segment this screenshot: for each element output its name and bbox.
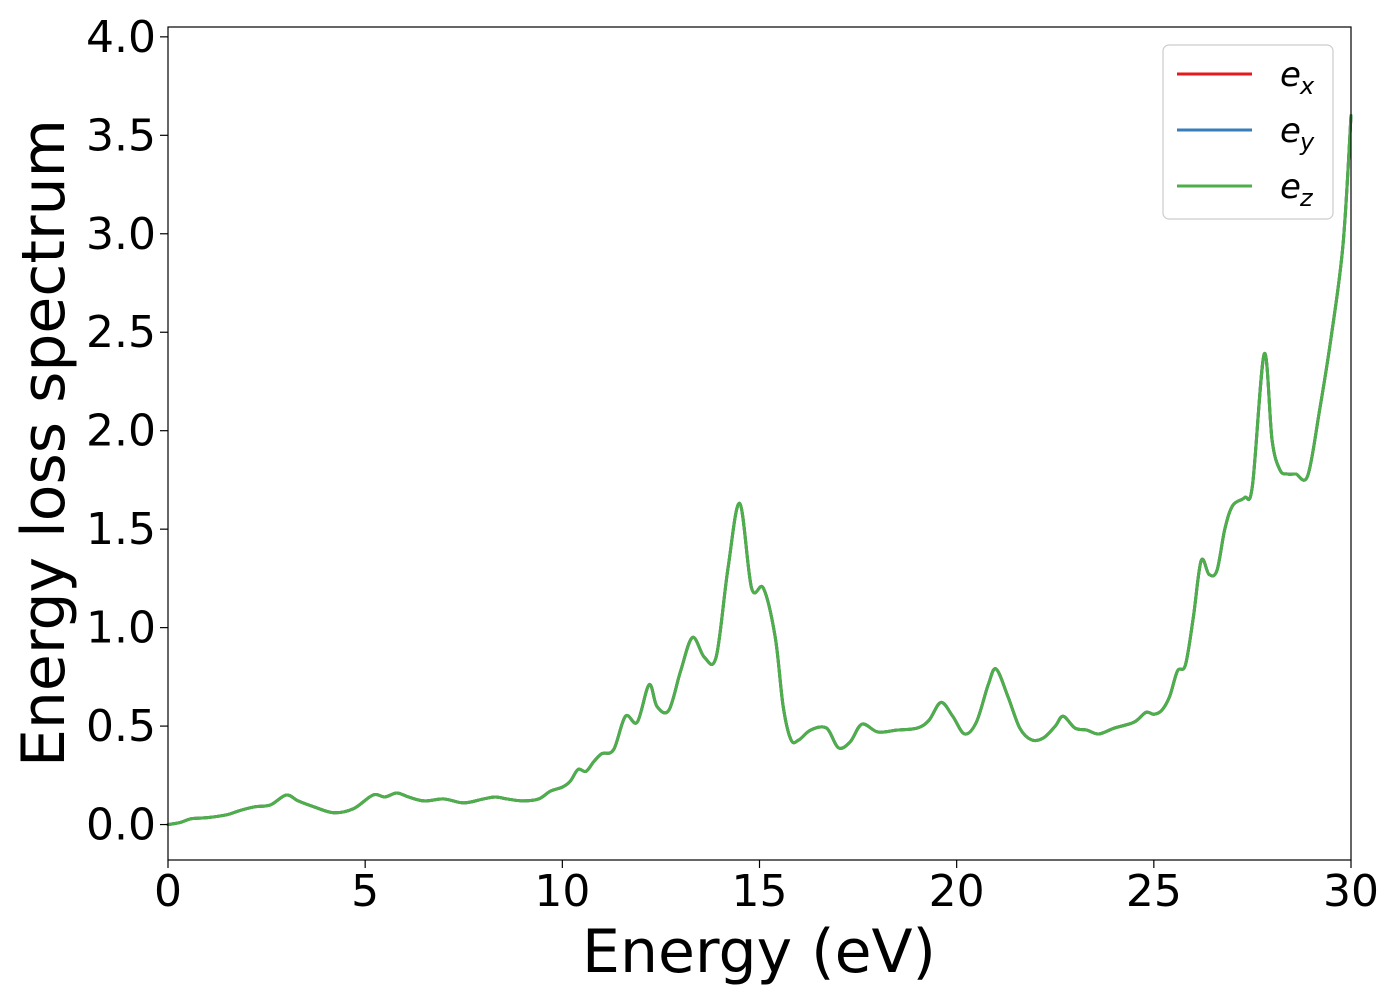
y-tick-label: 1.0 [86,603,156,654]
x-tick-label: 15 [732,866,788,917]
legend-label-subscript: y [1299,128,1315,156]
series-layer [166,114,1353,827]
axes-layer: 0 5 10 15 20 25 30 0.0 0.5 1.0 1.5 2.0 2.5 3.0 3.5 4.0 [86,12,1379,917]
y-axis-label: Energy loss spectrum [9,119,79,767]
x-tick-label: 25 [1126,866,1182,917]
x-axis-label: Energy (eV) [582,917,936,987]
x-tick-label: 30 [1323,866,1379,917]
y-tick-label: 3.0 [86,209,156,260]
legend-label-base: e [1280,111,1301,151]
x-tick-label: 10 [534,866,590,917]
series-line-ez [166,114,1353,827]
y-tick-label: 0.5 [86,701,156,752]
legend-label-subscript: z [1299,184,1314,212]
legend-label-subscript: x [1299,72,1315,100]
legend-label-base: e [1280,167,1301,207]
y-tick-label: 0.0 [86,800,156,851]
y-tick-label: 2.0 [86,406,156,457]
y-tick-label: 1.5 [86,504,156,555]
legend: e xe ye z [1162,44,1334,220]
y-tick-label: 2.5 [86,307,156,358]
y-tick-label: 3.5 [86,110,156,161]
y-tick-label: 4.0 [86,12,156,63]
plot-frame [167,26,1352,861]
x-tick-label: 20 [929,866,985,917]
x-tick-label: 5 [351,866,379,917]
plot-background [168,27,1351,860]
x-tick-label: 0 [154,866,182,917]
legend-box [1162,44,1334,220]
legend-label-base: e [1280,55,1301,95]
